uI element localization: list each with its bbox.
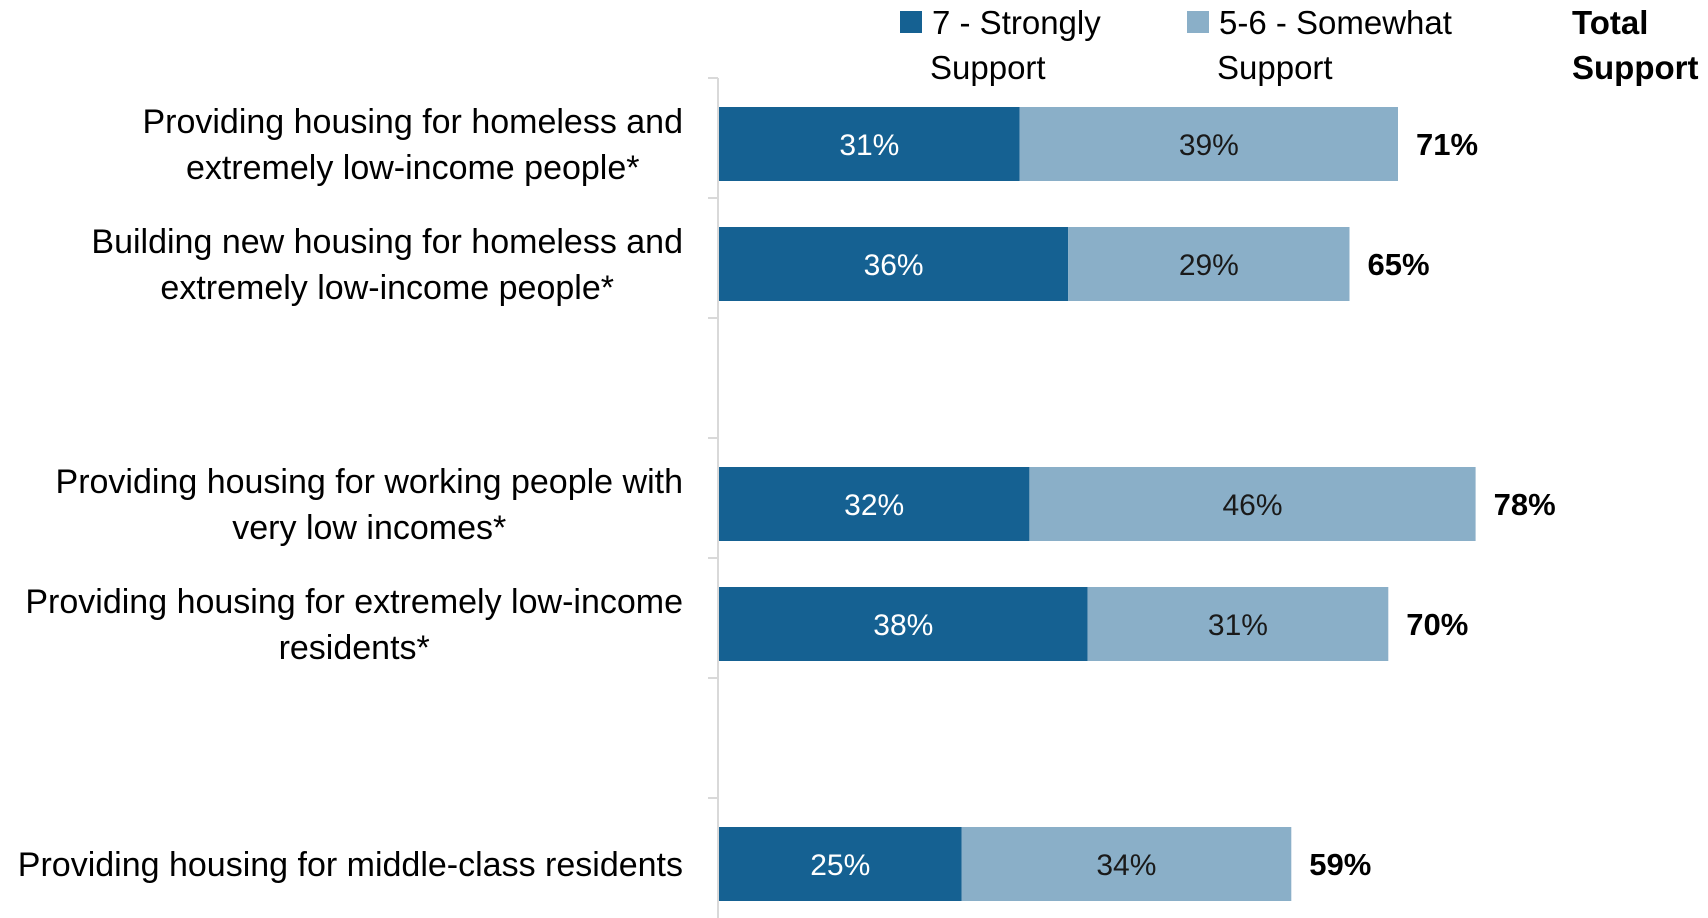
bar-segment-strongly [719,827,962,901]
bar-segment-somewhat [1019,107,1398,181]
bar-segment-somewhat [1087,587,1389,661]
bar-segment-somewhat [1029,467,1476,541]
legend-label: 7 - Strongly Support [930,4,1101,86]
category-label: Providing housing for extremely low-inco… [25,583,683,667]
data-label: 36% [864,249,924,282]
legend: 7 - Strongly Support 5-6 - Somewhat Support… [900,4,1698,86]
bar-segment-strongly [719,587,1088,661]
bar-segment-strongly [719,227,1069,301]
data-label: 38% [873,609,933,642]
category-label: Providing housing for homeless and extrem… [142,103,683,187]
category-label: Providing housing for middle-class resid… [18,846,683,884]
legend-swatch [1187,11,1209,33]
bar-segment-somewhat [961,827,1292,901]
total-label: 71% [1416,127,1478,162]
total-label: 78% [1494,487,1556,522]
data-label: 31% [1208,609,1268,642]
bar-segment-strongly [719,107,1020,181]
total-label: 59% [1309,847,1371,882]
legend-swatch [900,11,922,33]
data-label: 39% [1179,129,1239,162]
category-label: Providing housing for working people wit… [56,463,683,547]
category-axis: Providing housing for homeless and extrem… [18,77,719,918]
bar-segment-strongly [719,467,1030,541]
data-label: 25% [810,849,870,882]
bar-segment-somewhat [1068,227,1350,301]
data-label: 34% [1096,849,1156,882]
legend-label: 5-6 - Somewhat Support [1217,4,1452,86]
bars: 31% 39% 71% 36% 29% 65% 32% 46% 78% 38% 31% 70% 25% 3… [719,107,1556,901]
total-label: 65% [1368,247,1430,282]
data-label: 31% [839,129,899,162]
data-label: 29% [1179,249,1239,282]
category-label: Building new housing for homeless and ext… [91,223,683,307]
data-label: 46% [1222,489,1282,522]
total-support-header: Total Support [1572,4,1698,86]
data-label: 32% [844,489,904,522]
total-label: 70% [1406,607,1468,642]
